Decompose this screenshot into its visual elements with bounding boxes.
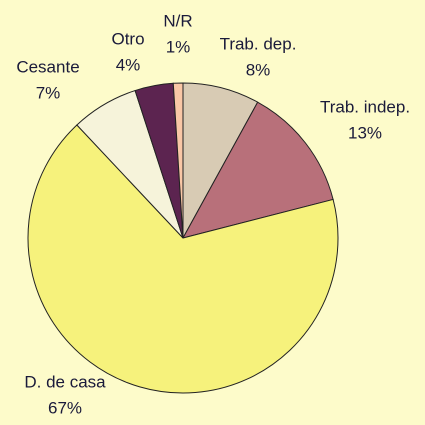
pie-slice	[182, 101, 334, 239]
slice-label: Trab. indep.	[320, 97, 410, 116]
slice-value-label: 13%	[348, 123, 382, 142]
pie-slice	[172, 82, 184, 239]
slice-label: Trab. dep.	[220, 34, 297, 53]
slice-label: D. de casa	[24, 372, 106, 391]
slice-label: Otro	[111, 29, 144, 48]
slice-value-label: 4%	[116, 55, 141, 74]
slice-value-label: 8%	[246, 60, 271, 79]
slice-label: Cesante	[16, 57, 79, 76]
slice-value-label: 1%	[166, 37, 191, 56]
slice-label: N/R	[163, 11, 192, 30]
slice-value-label: 7%	[36, 83, 61, 102]
pie-slice	[27, 124, 339, 394]
slice-value-label: 67%	[48, 398, 82, 417]
